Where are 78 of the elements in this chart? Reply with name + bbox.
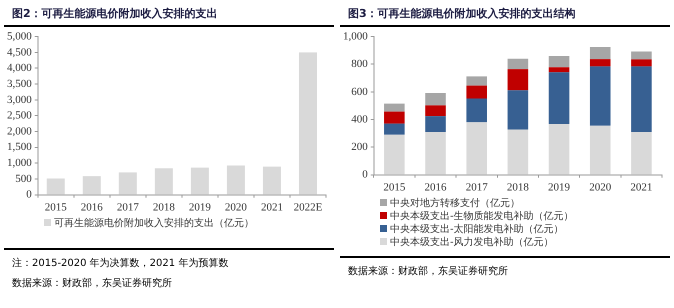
y-tick-label: 4,000: [7, 62, 32, 74]
bar: [631, 132, 652, 174]
chart-title: 图3：可再生能源电价附加收入安排的支出结构: [340, 0, 670, 27]
bar: [508, 58, 528, 70]
bar: [590, 46, 611, 60]
bar: [548, 124, 570, 174]
x-tick-label: 2016: [80, 201, 104, 214]
y-tick-label: 400: [351, 113, 368, 126]
bar: [384, 134, 405, 174]
x-tick-label: 2017: [466, 181, 488, 194]
x-tick-label: 2018: [506, 181, 530, 194]
legend-label: 中央本级支出-生物质能发电补助（亿元）: [389, 210, 575, 223]
bar: [262, 166, 281, 194]
bar: [548, 72, 570, 124]
bar: [384, 104, 405, 112]
bar: [190, 168, 209, 194]
y-tick-label: 0: [362, 168, 368, 181]
bar: [46, 178, 65, 194]
x-tick-label: 2016: [424, 181, 448, 194]
y-tick-label: 0: [26, 188, 32, 201]
bar: [590, 66, 611, 126]
x-tick-label: 2019: [548, 181, 571, 194]
bar: [631, 59, 652, 66]
x-tick-label: 2022E: [294, 201, 323, 214]
bar: [82, 176, 101, 194]
bar: [425, 132, 446, 174]
bar: [590, 126, 611, 174]
bar: [466, 98, 487, 122]
bar: [384, 124, 405, 135]
x-tick-label: 2017: [116, 201, 140, 214]
y-tick-label: 1,500: [7, 141, 32, 154]
x-tick-label: 2021: [260, 201, 283, 214]
bar: [590, 59, 611, 66]
y-tick-label: 200: [351, 141, 368, 154]
x-tick-label: 2019: [188, 201, 212, 214]
y-tick-label: 2,000: [7, 125, 32, 138]
bar: [631, 66, 652, 132]
x-tick-label: 2020: [589, 181, 612, 194]
bar: [548, 56, 570, 68]
bar: [298, 52, 317, 194]
y-tick-label: 500: [15, 172, 32, 185]
bar: [508, 69, 528, 90]
bar: [508, 90, 528, 130]
y-tick-label: 3,500: [7, 78, 32, 90]
legend-label: 中央本级支出-风力发电补助（亿元）: [389, 236, 555, 249]
bar: [508, 129, 528, 174]
y-tick-label: 3,000: [7, 94, 32, 106]
x-tick-label: 2020: [224, 201, 248, 214]
source-note: 数据来源：财政部，东吴证券研究所: [12, 276, 173, 291]
legend-label: 中央本级支出-太阳能发电补助（亿元）: [389, 223, 565, 236]
y-tick-label: 5,000: [7, 30, 32, 42]
x-tick-label: 2015: [383, 181, 406, 194]
bar: [548, 67, 570, 72]
y-tick-label: 2,500: [7, 110, 32, 122]
source-note: 数据来源：财政部，东吴证券研究所: [348, 264, 509, 279]
y-tick-label: 800: [351, 58, 368, 70]
bar: [466, 86, 487, 99]
bar: [466, 122, 487, 174]
y-tick-label: 1,000: [343, 30, 368, 42]
bar: [425, 116, 446, 132]
bar: [631, 52, 652, 60]
bar: [466, 76, 487, 86]
bar: [118, 172, 137, 194]
y-tick-label: 4,500: [7, 46, 32, 58]
y-tick-label: 600: [351, 86, 368, 98]
x-tick-label: 2015: [44, 201, 68, 214]
text: 注：2015-2020 年为决算数，2021 年为预算数: [12, 256, 230, 271]
bar: [425, 105, 446, 116]
legend-label: 中央对地方转移支付（亿元）: [389, 197, 521, 210]
chart-title: 图2：可再生能源电价附加收入安排的支出: [4, 0, 334, 27]
bar: [425, 92, 446, 106]
bar: [154, 168, 173, 194]
y-tick-label: 1,000: [7, 157, 32, 170]
x-tick-label: 2018: [152, 201, 176, 214]
bar: [384, 112, 405, 124]
x-tick-label: 2021: [630, 181, 652, 194]
legend-label: 可再生能源电价附加收入安排的支出（亿元）: [53, 217, 255, 230]
bar: [226, 166, 245, 194]
